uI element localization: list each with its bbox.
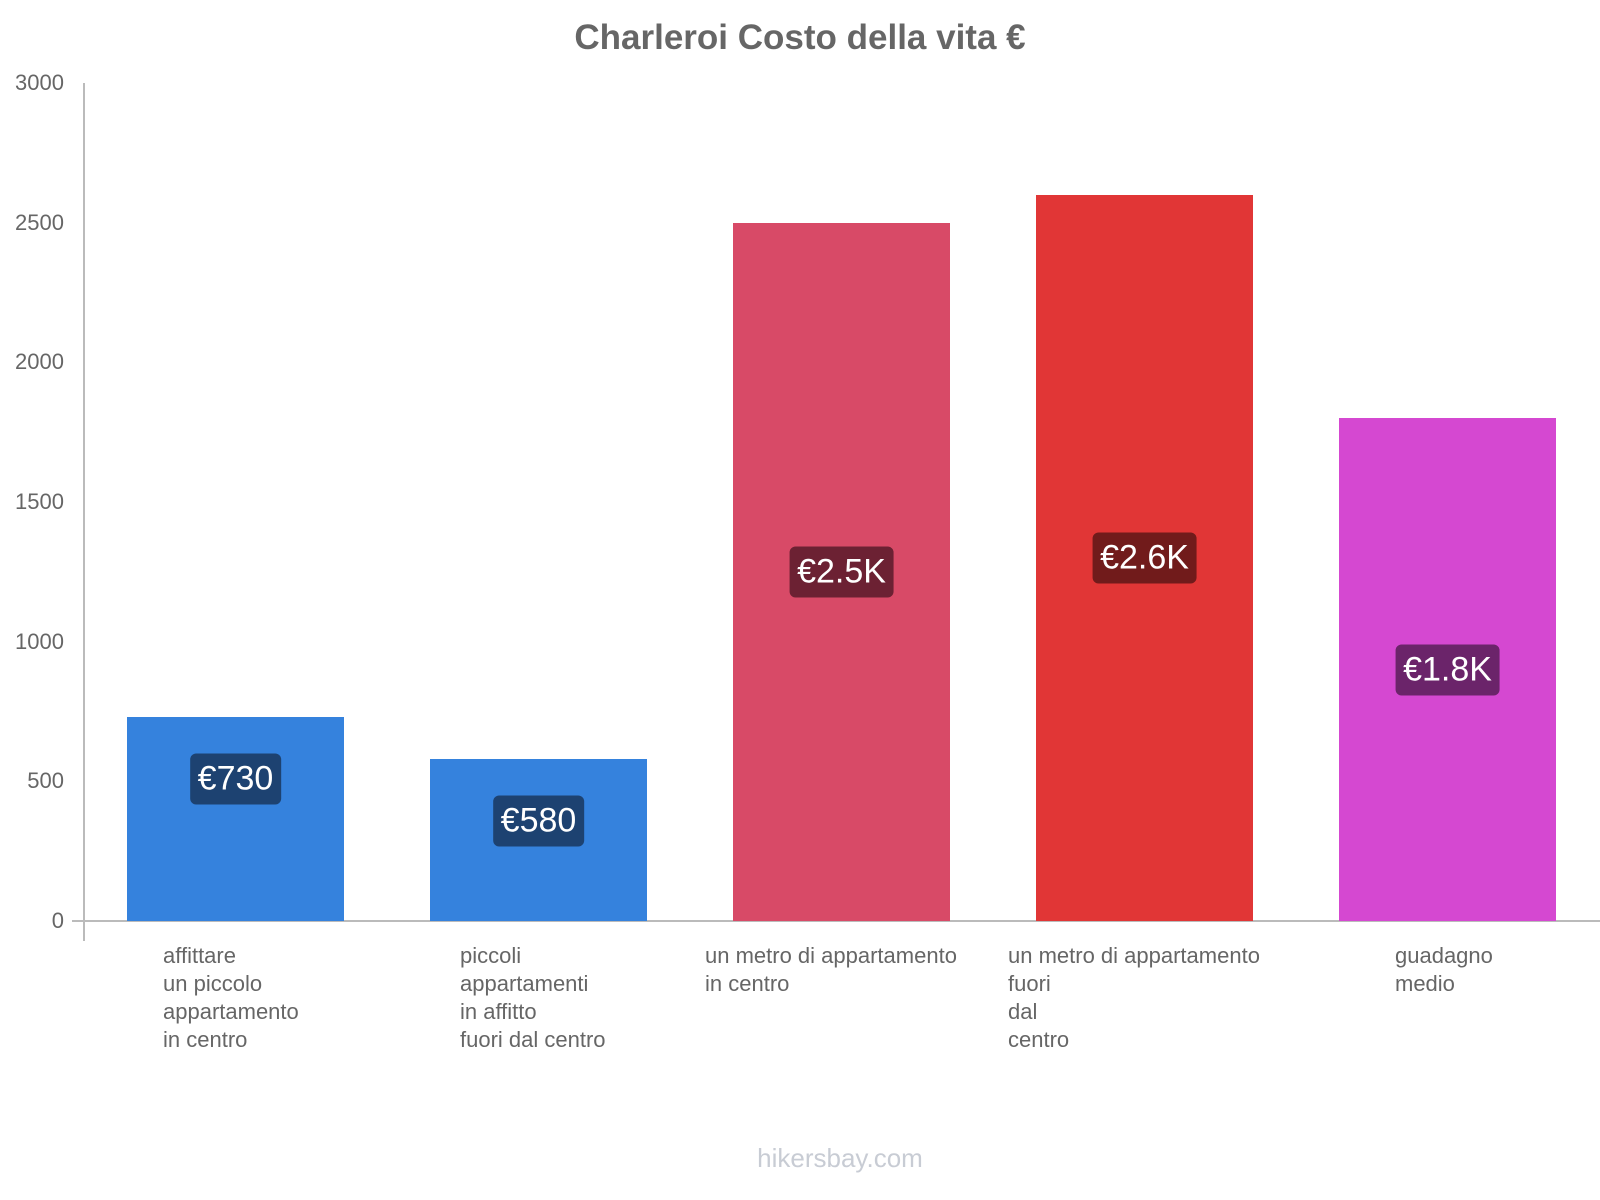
y-tick-label: 1500: [15, 489, 64, 514]
x-axis: [72, 920, 1600, 922]
bar[interactable]: €1.8K: [1339, 418, 1556, 921]
x-category-label: un metro di appartamento in centro: [705, 943, 957, 996]
y-tick-label: 0: [51, 908, 64, 933]
y-tick-label: 1000: [15, 628, 64, 654]
bar-value-label: €2.6K: [1092, 532, 1197, 584]
x-category-label: guadagno medio: [1395, 943, 1493, 996]
y-tick-label: 500: [27, 768, 64, 794]
bar[interactable]: €2.6K: [1036, 194, 1253, 921]
y-tick-label: 3000: [15, 70, 64, 95]
watermark: hikersbay.com: [757, 1143, 923, 1173]
x-category-label: affittare un piccolo appartamento in cen…: [163, 943, 299, 1052]
y-tick-mark: [72, 920, 84, 922]
chart-title: Charleroi Costo della vita €: [574, 18, 1026, 57]
bar-value-label: €580: [492, 795, 585, 847]
bar[interactable]: €580: [430, 758, 647, 921]
x-category-label: un metro di appartamento fuori dal centr…: [1008, 943, 1260, 1052]
y-axis: [83, 83, 85, 941]
bar-value-label: €1.8K: [1395, 644, 1500, 696]
x-category-label: piccoli appartamenti in affitto fuori da…: [460, 943, 606, 1052]
y-tick-label: 2000: [15, 349, 64, 375]
y-tick-label: 2500: [15, 209, 64, 235]
bar-value-label: €730: [189, 753, 282, 805]
bar[interactable]: €2.5K: [733, 222, 950, 921]
bar[interactable]: €730: [127, 717, 344, 921]
bar-value-label: €2.5K: [789, 546, 894, 598]
